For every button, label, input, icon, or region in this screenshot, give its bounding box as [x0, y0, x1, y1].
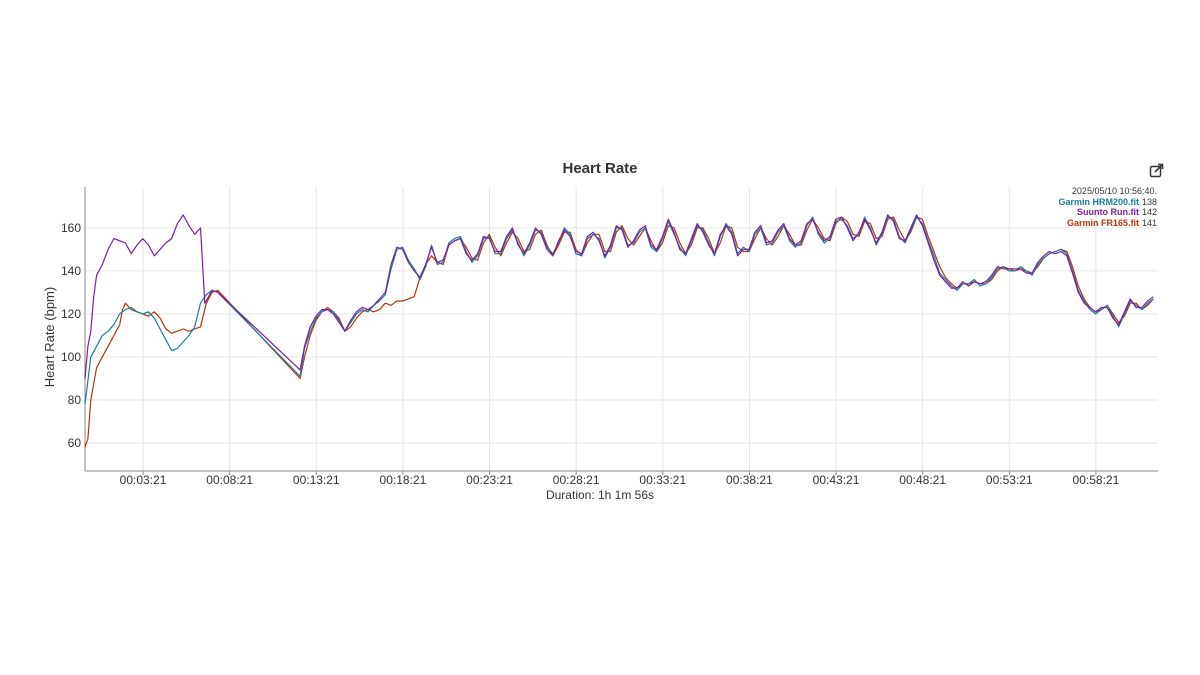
hover-tooltip: 2025/05/10 10:56:40. Garmin HRM200.fit 13… [1058, 186, 1157, 228]
series-line-garmin-fr165-fit [84, 216, 1154, 448]
x-tick-label: 00:28:21 [553, 473, 600, 487]
y-ticks: 60 80 100 120 140 160 [61, 221, 81, 450]
series-lines [84, 214, 1154, 448]
x-tick-label: 00:23:21 [466, 473, 513, 487]
x-tick-label: 00:43:21 [813, 473, 860, 487]
series-line-garmin-hrm200-fit [84, 216, 1154, 405]
grid [85, 187, 1158, 471]
tooltip-row-fr165: Garmin FR165.fit 141 [1058, 218, 1157, 229]
external-edit-icon[interactable] [1149, 163, 1164, 178]
x-ticks: 00:03:21 00:08:21 00:13:21 00:18:21 00:23:21… [120, 471, 1120, 487]
x-tick-label: 00:38:21 [726, 473, 773, 487]
tooltip-series-value: 142 [1141, 207, 1157, 217]
x-tick-label: 00:48:21 [899, 473, 946, 487]
tooltip-row-hrm200: Garmin HRM200.fit 138 [1058, 197, 1157, 208]
tooltip-series-value: 138 [1141, 196, 1157, 207]
series-line-suunto-run-fit [84, 214, 1154, 379]
x-axis-label: Duration: 1h 1m 56s [546, 488, 654, 502]
x-tick-label: 00:03:21 [120, 473, 167, 487]
y-axis-label: Heart Rate (bpm) [42, 287, 57, 387]
tooltip-timestamp: 2025/05/10 10:56:40. [1071, 186, 1157, 196]
x-tick-label: 00:53:21 [986, 473, 1033, 487]
y-tick-label: 160 [61, 221, 81, 235]
y-tick-label: 80 [68, 393, 82, 407]
tooltip-row-suunto: Suunto Run.fit 142 [1058, 207, 1157, 218]
y-tick-label: 60 [68, 436, 82, 450]
chart-title: Heart Rate [562, 160, 638, 177]
x-tick-label: 00:58:21 [1073, 473, 1120, 487]
x-tick-label: 00:18:21 [380, 473, 427, 487]
tooltip-series-value: 141 [1141, 217, 1157, 228]
y-tick-label: 140 [61, 264, 81, 278]
tooltip-series-label: Garmin HRM200.fit [1058, 196, 1139, 207]
x-tick-label: 00:13:21 [293, 473, 340, 487]
y-tick-label: 100 [61, 350, 81, 364]
tooltip-series-label: Garmin FR165.fit [1066, 217, 1139, 228]
axes [84, 187, 1158, 472]
x-tick-label: 00:33:21 [639, 473, 686, 487]
y-tick-label: 120 [61, 307, 81, 321]
tooltip-series-label: Suunto Run.fit [1076, 207, 1139, 217]
x-tick-label: 00:08:21 [206, 473, 253, 487]
